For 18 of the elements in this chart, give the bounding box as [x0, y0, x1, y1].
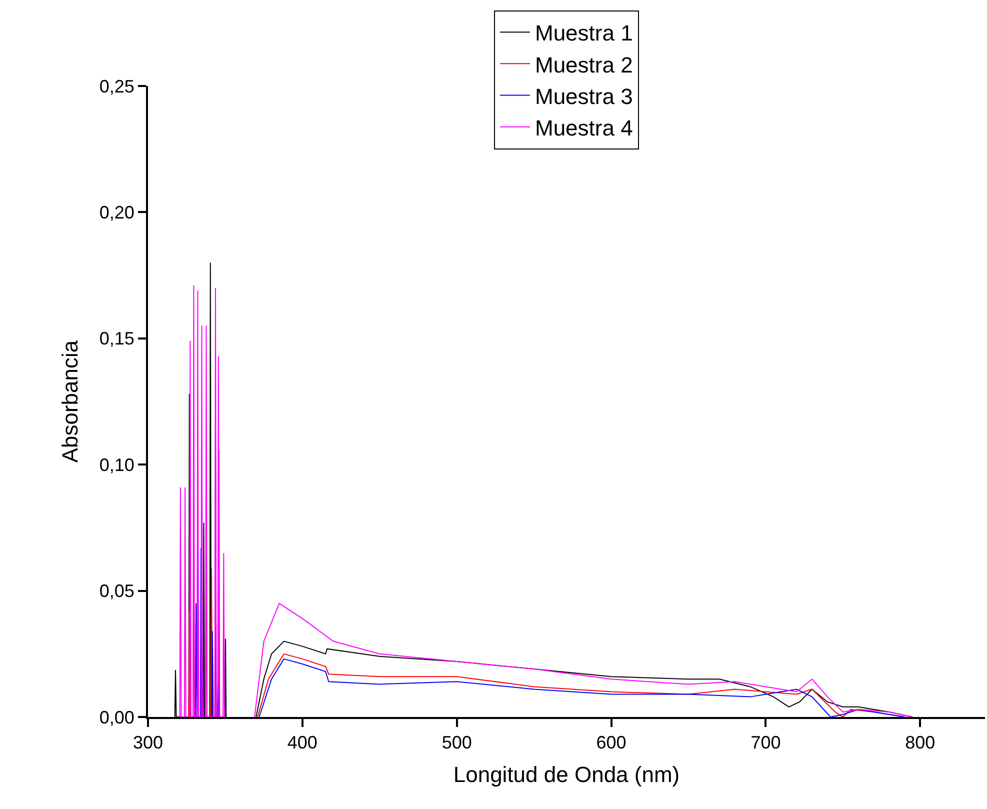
legend-label: Muestra 4 — [535, 115, 633, 140]
x-tick-label: 700 — [750, 732, 781, 753]
legend-label: Muestra 1 — [535, 20, 633, 46]
y-tick-label: 0,10 — [99, 454, 134, 475]
legend-label: Muestra 2 — [535, 52, 633, 78]
y-tick-label: 0,20 — [99, 202, 134, 222]
y-axis-title: Absorbancia — [58, 340, 83, 463]
y-tick-label: 0,15 — [99, 328, 134, 349]
x-tick-label: 300 — [132, 732, 164, 753]
x-tick-label: 800 — [905, 732, 936, 753]
y-tick-label: 0,25 — [99, 76, 134, 96]
y-tick-label: 0,00 — [99, 707, 134, 728]
x-tick-label: 400 — [287, 732, 318, 753]
y-tick-label: 0,05 — [99, 581, 134, 602]
x-tick-label: 600 — [596, 732, 626, 753]
x-tick-label: 500 — [442, 732, 472, 753]
x-axis-title: Longitud de Onda (nm) — [453, 762, 680, 787]
legend-label: Muestra 3 — [535, 84, 633, 109]
